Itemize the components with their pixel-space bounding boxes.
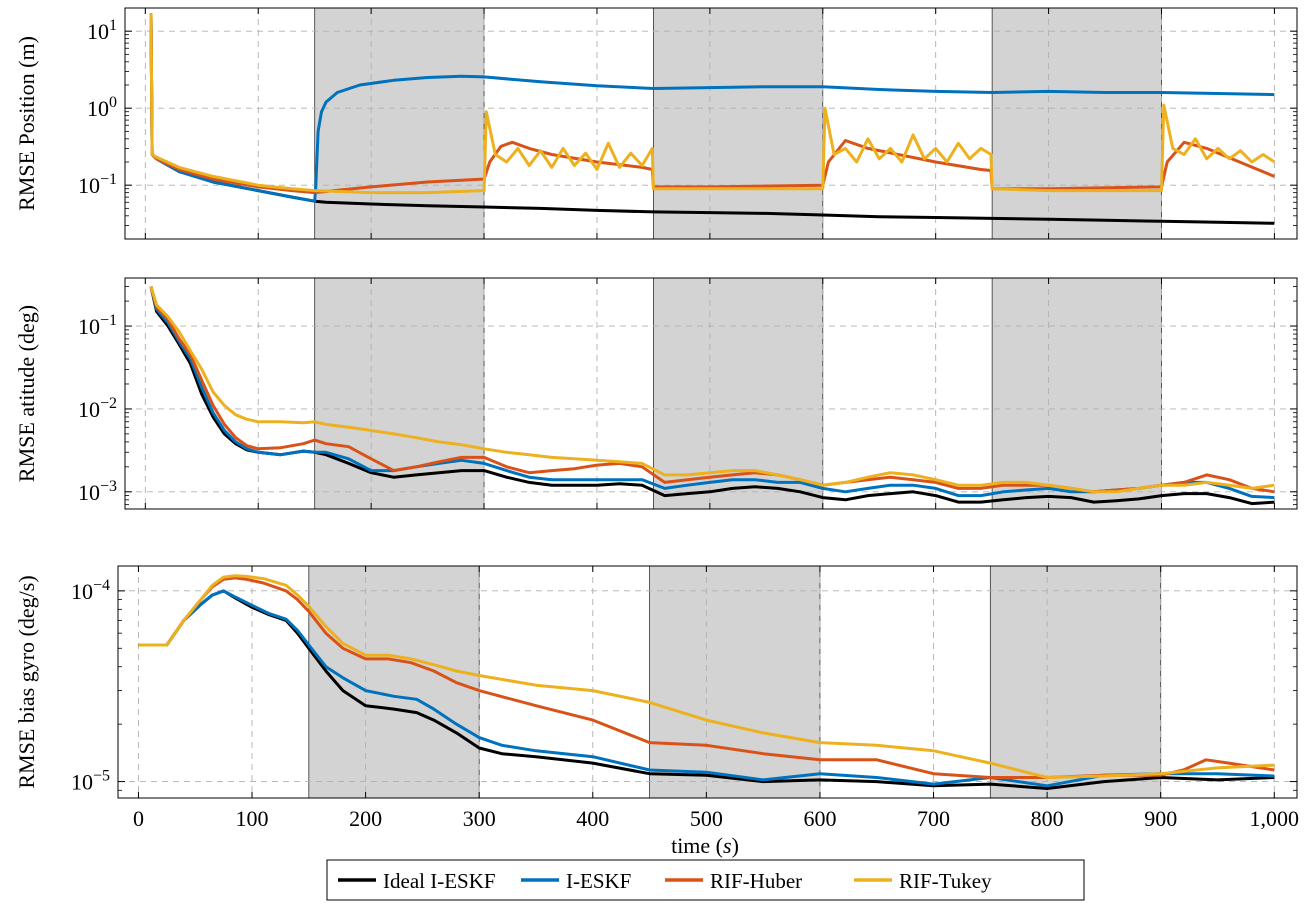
shaded-interval-1 bbox=[314, 7, 485, 240]
legend-item-ideal-i-eskf: Ideal I-ESKF bbox=[338, 869, 496, 893]
x-tick-label: 300 bbox=[463, 806, 496, 831]
legend-item-rif-huber: RIF-Huber bbox=[665, 869, 802, 893]
y-axis-title: RMSE Position (m) bbox=[14, 36, 39, 211]
x-tick-label: 700 bbox=[917, 806, 950, 831]
x-axis-title: time (s) bbox=[671, 833, 739, 858]
y-tick-label: 100 bbox=[87, 94, 117, 121]
panel-1: 10−1 100 101 RMSE Position (m) bbox=[14, 7, 1298, 240]
shaded-interval-2 bbox=[649, 565, 821, 799]
x-tick-label: 900 bbox=[1144, 806, 1177, 831]
legend-label: I-ESKF bbox=[566, 869, 631, 893]
y-axis-title: RMSE atitude (deg) bbox=[14, 305, 39, 482]
series-rif-tukey bbox=[149, 286, 1275, 494]
legend-item-rif-tukey: RIF-Tukey bbox=[854, 869, 992, 893]
y-tick-label: 10−5 bbox=[71, 768, 110, 795]
shaded-interval-1 bbox=[314, 277, 485, 510]
x-tick-label: 100 bbox=[236, 806, 269, 831]
y-tick-label: 101 bbox=[87, 17, 117, 44]
shaded-interval-3 bbox=[989, 565, 1162, 799]
series-i-eskf bbox=[149, 13, 1275, 203]
shaded-interval-3 bbox=[991, 277, 1162, 510]
x-tick-label: 200 bbox=[349, 806, 382, 831]
series-i-eskf bbox=[138, 589, 1275, 788]
series-rif-tukey bbox=[138, 574, 1275, 779]
legend-item-i-eskf: I-ESKF bbox=[521, 869, 631, 893]
y-tick-label: 10−2 bbox=[78, 395, 117, 422]
plot-frame bbox=[124, 277, 1298, 510]
shaded-interval-2 bbox=[653, 7, 824, 240]
plot-frame bbox=[117, 565, 1298, 799]
legend: Ideal I-ESKF I-ESKF RIF-Huber RIF-Tukey bbox=[326, 859, 1085, 901]
series-i-eskf bbox=[149, 286, 1275, 500]
x-tick-label: 400 bbox=[576, 806, 609, 831]
x-tick-label: 1,000 bbox=[1250, 806, 1300, 831]
x-tick-label: 0 bbox=[133, 806, 144, 831]
y-tick-label: 10−1 bbox=[78, 171, 117, 198]
shaded-interval-3 bbox=[991, 7, 1162, 240]
legend-label: RIF-Tukey bbox=[899, 869, 992, 893]
series-rif-huber bbox=[149, 13, 1275, 195]
legend-label: Ideal I-ESKF bbox=[383, 869, 496, 893]
series-rif-tukey bbox=[149, 13, 1276, 195]
x-tick-label: 600 bbox=[803, 806, 836, 831]
y-tick-label: 10−3 bbox=[78, 478, 117, 505]
y-tick-label: 10−1 bbox=[78, 312, 117, 339]
y-tick-label: 10−4 bbox=[71, 577, 110, 604]
y-axis-title: RMSE bias gyro (deg/s) bbox=[14, 575, 39, 788]
legend-label: RIF-Huber bbox=[710, 869, 802, 893]
panel-2: 10−3 10−2 10−1 RMSE atitude (deg) bbox=[14, 277, 1298, 510]
x-tick-label: 800 bbox=[1031, 806, 1064, 831]
x-tick-label: 500 bbox=[690, 806, 723, 831]
legend-frame bbox=[326, 859, 1085, 901]
plot-frame bbox=[124, 7, 1298, 240]
panel-3: 10−5 10−4 0 100 200 300 400 500 600 700 800 900 1,00… bbox=[14, 565, 1300, 831]
